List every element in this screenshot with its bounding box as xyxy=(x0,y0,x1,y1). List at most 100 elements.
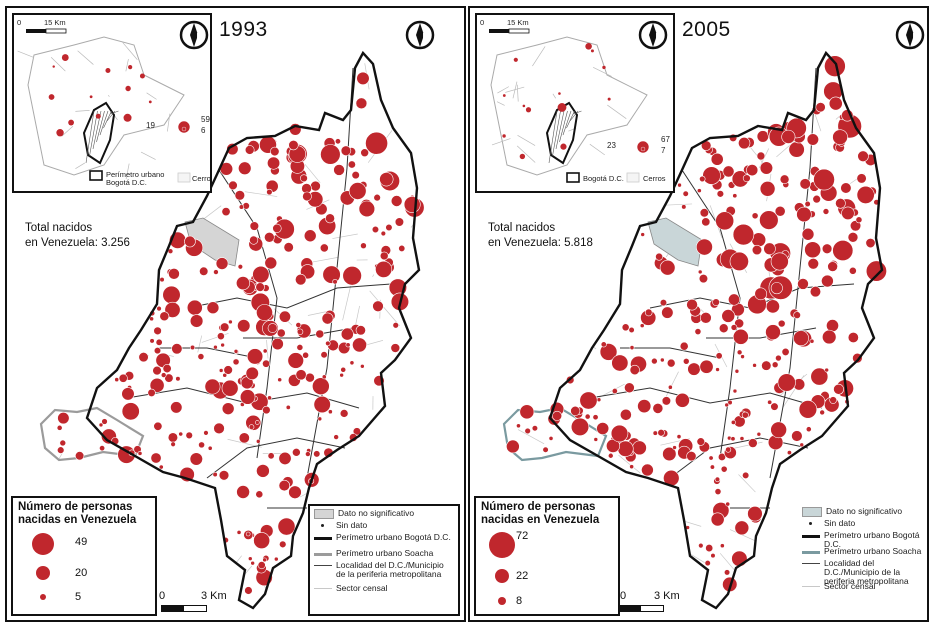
population-circle xyxy=(223,365,233,375)
population-circle xyxy=(355,325,366,336)
population-circle xyxy=(807,258,819,270)
population-circle xyxy=(288,485,302,499)
population-circle xyxy=(285,404,291,410)
population-circle xyxy=(296,344,304,351)
soacha-perimeter-swatch xyxy=(802,547,820,556)
census-sector-line xyxy=(201,205,222,221)
population-circle xyxy=(748,438,758,448)
inset-hatch-line xyxy=(548,110,558,164)
map-year-title: 2005 xyxy=(682,18,731,41)
population-circle xyxy=(809,338,815,344)
no-significant-area xyxy=(647,217,703,267)
population-circle xyxy=(255,490,264,499)
population-circle xyxy=(596,422,610,435)
census-sector-line xyxy=(882,252,891,264)
population-circle xyxy=(334,138,341,145)
population-circle xyxy=(819,409,825,416)
population-circle xyxy=(375,260,393,278)
inset-scale-bar-white xyxy=(508,28,530,34)
population-circle xyxy=(365,131,388,155)
population-circle xyxy=(865,238,876,249)
population-circle xyxy=(679,341,689,351)
population-circle xyxy=(722,165,735,178)
population-circle xyxy=(848,266,857,275)
population-circle xyxy=(652,430,658,436)
population-circle xyxy=(730,419,736,425)
census-sector-line xyxy=(738,474,756,493)
population-circle xyxy=(682,190,689,197)
population-circle xyxy=(759,161,773,175)
inset-hatch-line xyxy=(555,110,565,150)
municipio-boundary xyxy=(122,42,138,61)
population-circle xyxy=(797,278,809,290)
population-circle xyxy=(158,464,164,470)
population-circle xyxy=(855,216,863,224)
population-circle xyxy=(313,395,331,414)
population-circle xyxy=(700,312,712,324)
population-circle xyxy=(796,206,812,223)
inset-population-circle xyxy=(502,134,506,138)
population-circle xyxy=(822,329,837,345)
census-sector-line xyxy=(42,453,63,488)
population-circle xyxy=(746,164,759,177)
population-circle xyxy=(710,152,724,166)
population-circle xyxy=(640,232,645,237)
population-circle xyxy=(531,425,539,432)
population-circle xyxy=(812,194,821,204)
population-circle xyxy=(278,451,292,465)
population-circle xyxy=(662,446,677,462)
census-sector-line xyxy=(75,478,103,496)
population-circle xyxy=(687,362,701,376)
population-circle xyxy=(339,372,344,378)
municipio-boundary xyxy=(517,134,536,146)
no-data-swatch xyxy=(314,521,332,530)
population-circle xyxy=(159,311,170,322)
population-circle xyxy=(168,268,180,280)
population-circle xyxy=(234,190,246,201)
population-circle xyxy=(257,561,266,570)
population-circle xyxy=(213,422,225,435)
inset-hatch-line xyxy=(552,110,561,157)
population-circle xyxy=(149,338,155,344)
inset-population-circle xyxy=(56,129,64,137)
map-scale-zero: 0 xyxy=(620,590,627,602)
population-circle xyxy=(696,188,702,194)
inset-population-circle xyxy=(513,57,518,62)
population-circle xyxy=(506,439,520,454)
census-sector-line xyxy=(24,266,37,298)
map-scale-bar xyxy=(618,605,664,612)
population-circle xyxy=(398,244,406,252)
population-circle xyxy=(59,439,67,447)
population-circle xyxy=(672,445,677,450)
population-circle xyxy=(305,451,311,457)
inset-bogota-perimeter xyxy=(82,101,116,165)
population-circle xyxy=(856,185,875,204)
population-circle xyxy=(570,405,581,416)
bogota-perimeter-swatch xyxy=(802,531,820,540)
population-circle xyxy=(804,241,822,259)
population-circle xyxy=(641,463,654,477)
population-circle xyxy=(708,455,714,461)
population-circle xyxy=(751,212,759,220)
population-circle xyxy=(319,243,329,253)
population-circle xyxy=(355,97,368,110)
population-circle xyxy=(600,341,607,348)
population-circle xyxy=(715,211,735,231)
population-circle xyxy=(770,282,783,295)
population-circle xyxy=(651,357,658,365)
population-circle xyxy=(244,586,253,595)
metro-region-outline xyxy=(490,36,648,176)
inset-population-circle xyxy=(68,119,74,126)
population-circle xyxy=(798,400,818,419)
inset-scale-km: 15 Km xyxy=(507,18,529,27)
census-sector-line xyxy=(202,483,204,503)
population-circle xyxy=(300,174,308,183)
population-circle xyxy=(694,328,702,336)
population-circle xyxy=(710,553,716,559)
population-circle xyxy=(390,343,401,353)
population-circle xyxy=(262,557,267,563)
population-circle xyxy=(99,445,106,452)
census-sector-line xyxy=(585,322,588,326)
census-sector-line xyxy=(421,345,453,372)
localidad-boundary xyxy=(681,169,741,459)
